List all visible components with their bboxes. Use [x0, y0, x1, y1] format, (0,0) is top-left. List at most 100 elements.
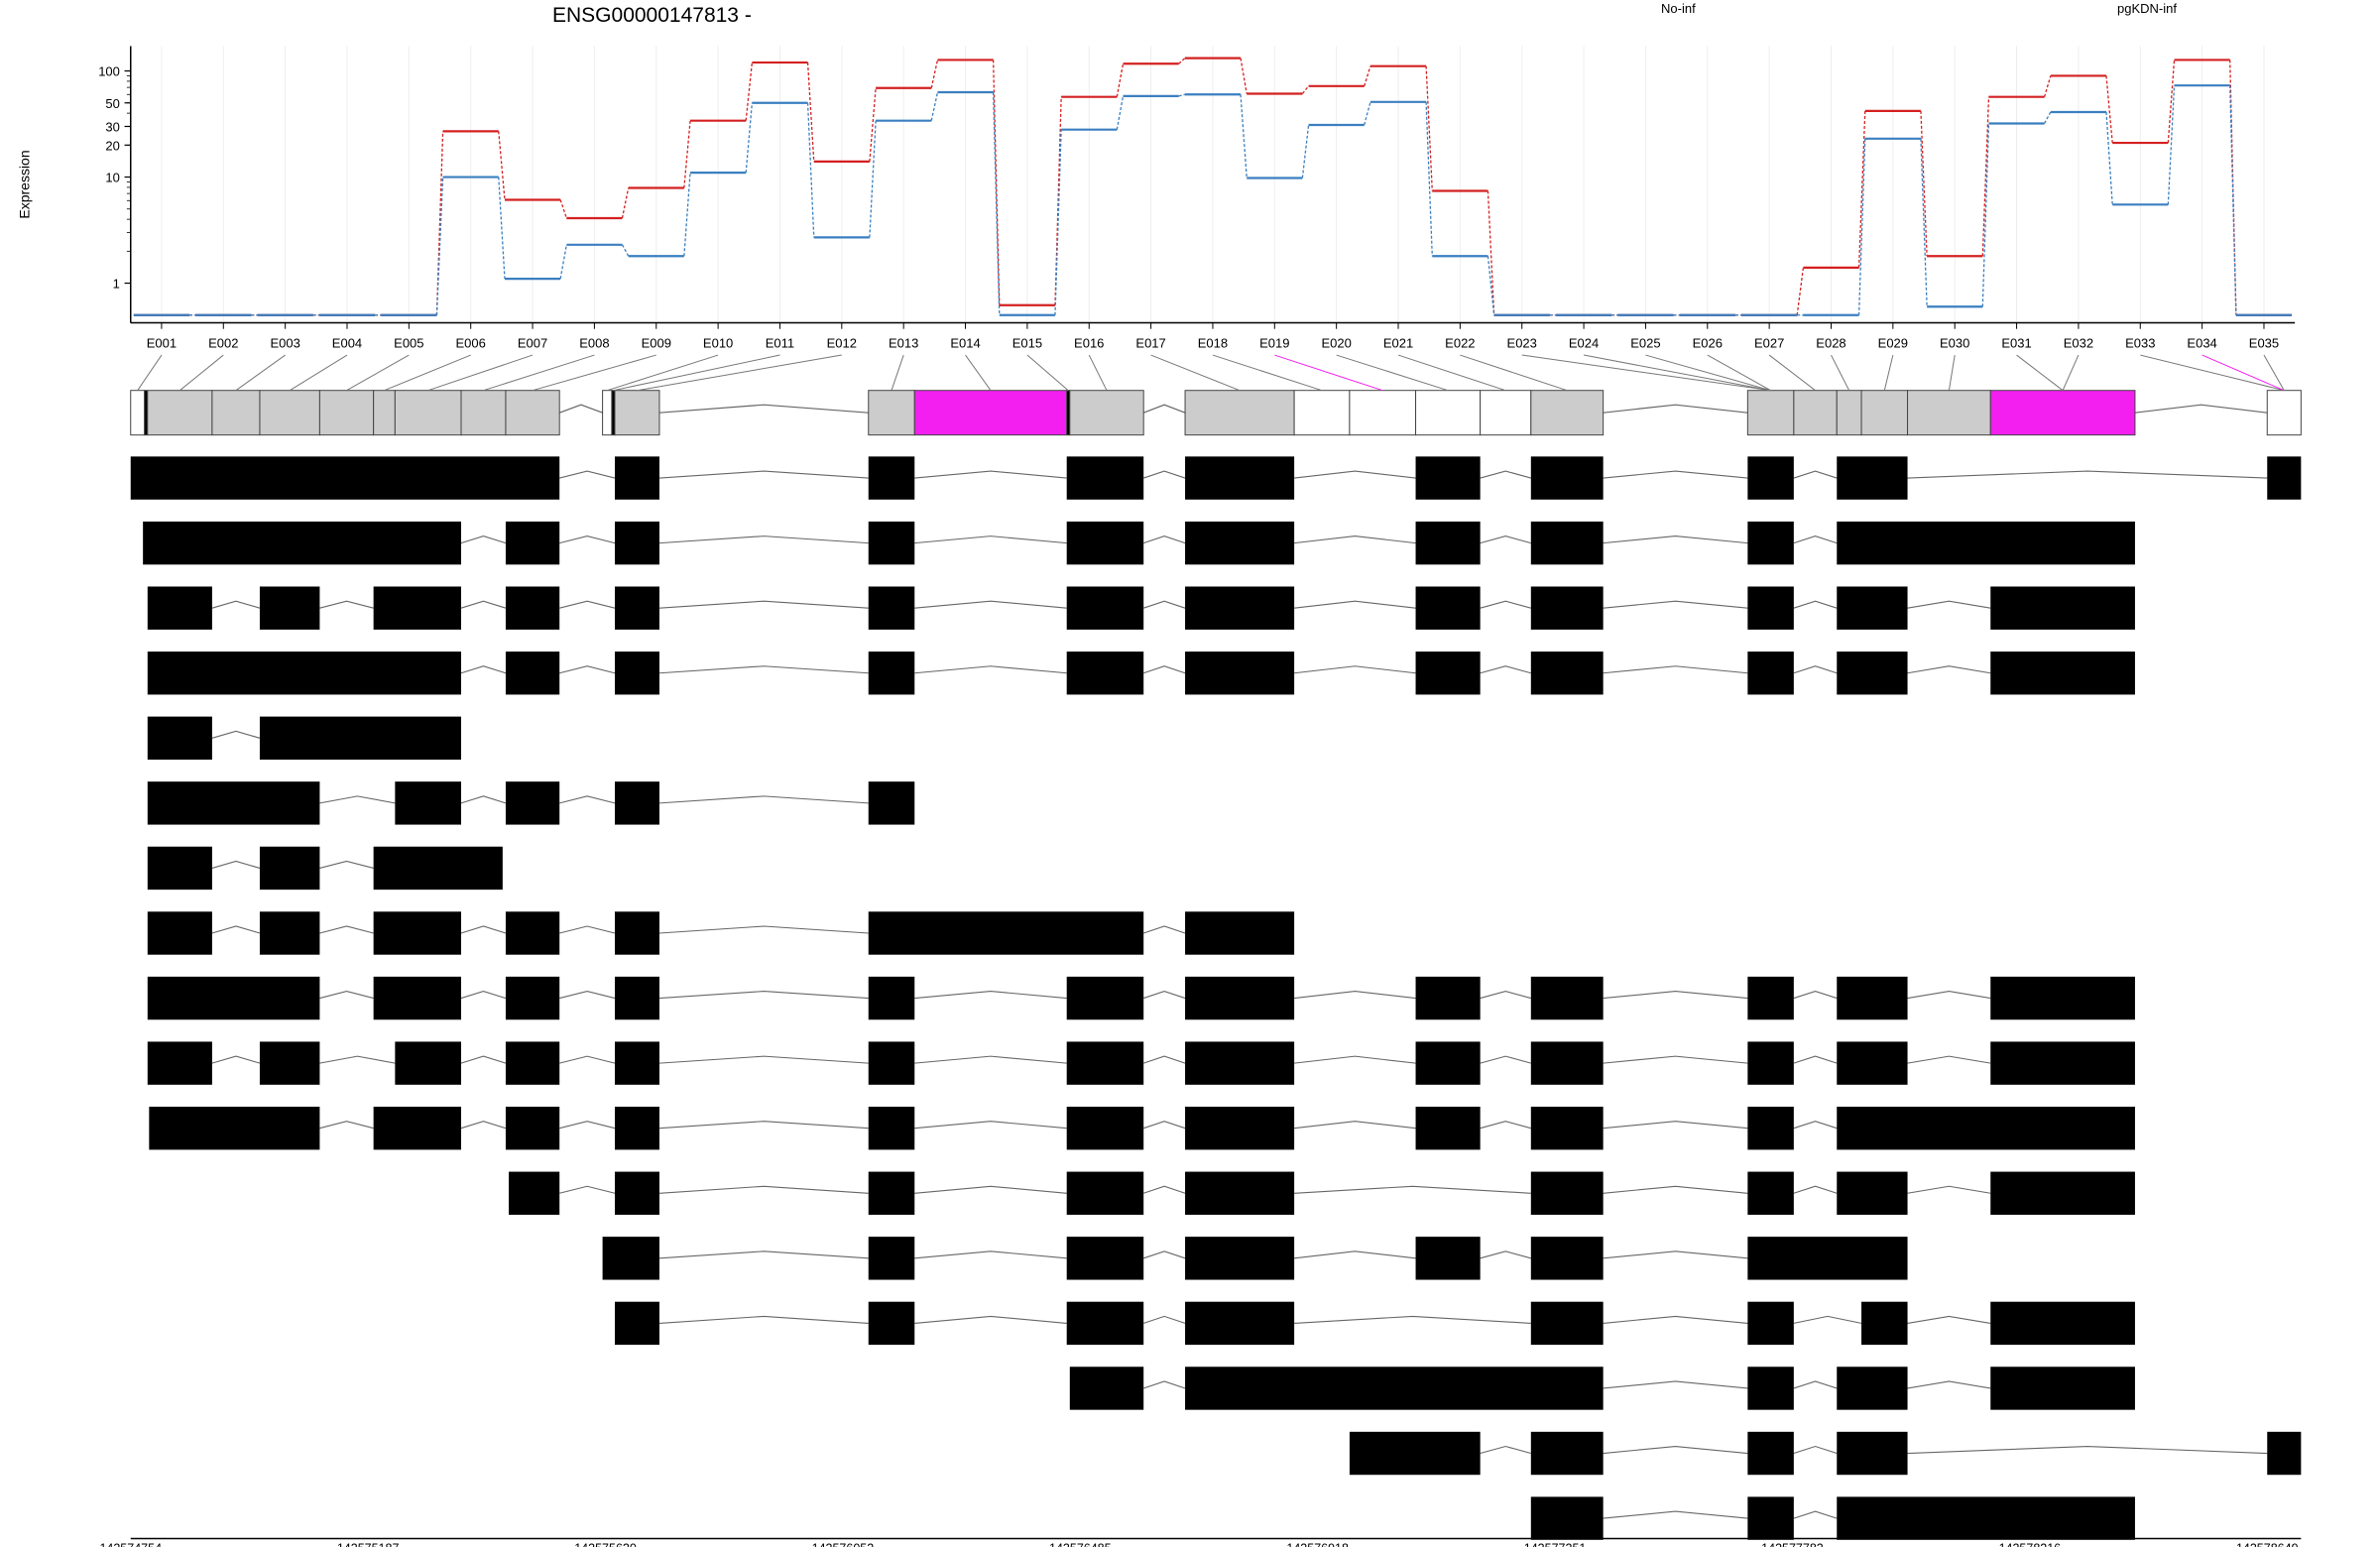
transcript-exon	[1990, 976, 2135, 1020]
exon-bin	[130, 390, 146, 436]
intron-line	[1480, 536, 1531, 544]
intron-line	[460, 795, 507, 804]
exon-bin	[1907, 390, 1991, 436]
transcript-exon	[1185, 521, 1295, 565]
transcript-exon	[395, 1041, 461, 1085]
transcript-exon	[1990, 1171, 2135, 1215]
x-tick-label: E003	[270, 335, 299, 350]
transcript-exon	[1747, 976, 1794, 1020]
exon-connector	[1883, 354, 1894, 391]
exon-bin	[868, 390, 915, 436]
x-tick-label: E009	[642, 335, 671, 350]
transcript-exon	[1990, 652, 2135, 695]
y-axis-label: Expression	[16, 150, 32, 218]
transcript-exon	[1837, 521, 2135, 565]
intron-line	[1143, 990, 1186, 1000]
transcript-exon	[1415, 652, 1481, 695]
intron-line	[914, 536, 1067, 544]
exon-bin	[1860, 390, 1909, 436]
exon-connector	[1026, 354, 1069, 392]
transcript-row	[147, 976, 2135, 1020]
intron-line	[1294, 1315, 1531, 1324]
exon-bin	[1069, 390, 1144, 436]
intron-line	[1143, 665, 1186, 674]
transcript-row	[147, 781, 915, 825]
intron-line	[559, 1121, 616, 1130]
intron-line	[658, 991, 869, 1000]
intron-line	[1603, 1250, 1748, 1259]
intron-line	[1142, 404, 1186, 414]
transcript-exon	[615, 1107, 659, 1150]
transcript-exon	[143, 521, 461, 565]
transcript-exon	[1530, 1496, 1604, 1540]
transcript-exon	[868, 911, 1144, 955]
series-connector	[1857, 138, 1866, 315]
transcript-exon	[2267, 1431, 2302, 1476]
exon-bin	[394, 390, 462, 436]
coordinate-label: 143574754	[99, 1542, 162, 1547]
exon-connector	[346, 354, 410, 392]
transcript-exon	[1185, 1107, 1295, 1150]
series-connector	[1425, 101, 1433, 257]
intron-line	[1603, 1380, 1748, 1389]
intron-line	[1143, 1185, 1186, 1194]
transcript-exon	[509, 1171, 560, 1215]
intron-line	[559, 1055, 616, 1064]
intron-line	[658, 536, 869, 544]
series-connector	[745, 102, 754, 174]
y-tick-label: 10	[105, 171, 119, 185]
y-tick-label: 20	[105, 138, 119, 153]
coordinate-label: 143575620	[574, 1542, 637, 1547]
genomic-coordinate-axis: 143574754 143575187 143575620 143576052 1435…	[99, 1537, 2302, 1547]
coordinate-label: 143576485	[1049, 1542, 1112, 1547]
intron-line	[1793, 536, 1838, 544]
exon-bin	[1415, 390, 1482, 436]
transcript-row	[147, 911, 1295, 955]
intron-line	[1603, 600, 1748, 609]
exon-connector	[891, 354, 904, 391]
transcript-exon	[2267, 456, 2302, 500]
transcript-exon	[1747, 652, 1794, 695]
series-connector	[1054, 129, 1062, 315]
series-pgKDN-inf	[133, 84, 2293, 316]
intron-line	[460, 925, 507, 934]
transcript-exon	[147, 846, 212, 891]
intron-line	[460, 536, 507, 544]
transcript-row	[143, 521, 2135, 565]
exon-bin	[614, 390, 660, 436]
intron-line	[1907, 600, 1991, 609]
transcript-exon	[1415, 586, 1481, 630]
transcript-exon	[1837, 652, 1908, 695]
transcript-exon	[373, 976, 461, 1020]
series-connector	[2044, 75, 2052, 97]
intron-line	[658, 404, 869, 414]
exon-connector	[179, 354, 224, 392]
intron-line	[460, 1055, 507, 1064]
transcript-exon	[868, 521, 915, 565]
exon-connector	[1460, 354, 1568, 392]
transcript-exon	[1185, 911, 1295, 955]
x-tick-label: E034	[2187, 335, 2216, 350]
intron-line	[1143, 470, 1186, 479]
intron-line	[1143, 1121, 1186, 1130]
transcript-exon	[1747, 1171, 1794, 1215]
transcript-exon	[1066, 521, 1144, 565]
transcript-exon	[1530, 521, 1604, 565]
transcript-exon	[868, 1171, 915, 1215]
exon-bin	[1480, 390, 1532, 436]
exon-bin	[505, 390, 560, 436]
intron-line	[658, 795, 869, 804]
transcript-exon	[505, 652, 560, 695]
y-tick-label: 100	[98, 64, 120, 79]
series-connector	[1178, 93, 1186, 97]
transcript-exon	[615, 456, 659, 500]
transcript-exon	[1415, 976, 1481, 1020]
transcript-exon	[615, 1301, 659, 1346]
x-tick-label: E031	[2001, 335, 2031, 350]
transcript-exon	[149, 1107, 320, 1150]
series-connector	[2105, 75, 2113, 144]
intron-line	[1793, 1510, 1838, 1519]
exon-bin	[460, 390, 507, 436]
intron-line	[1793, 1380, 1838, 1389]
transcript-exon	[868, 1107, 915, 1150]
